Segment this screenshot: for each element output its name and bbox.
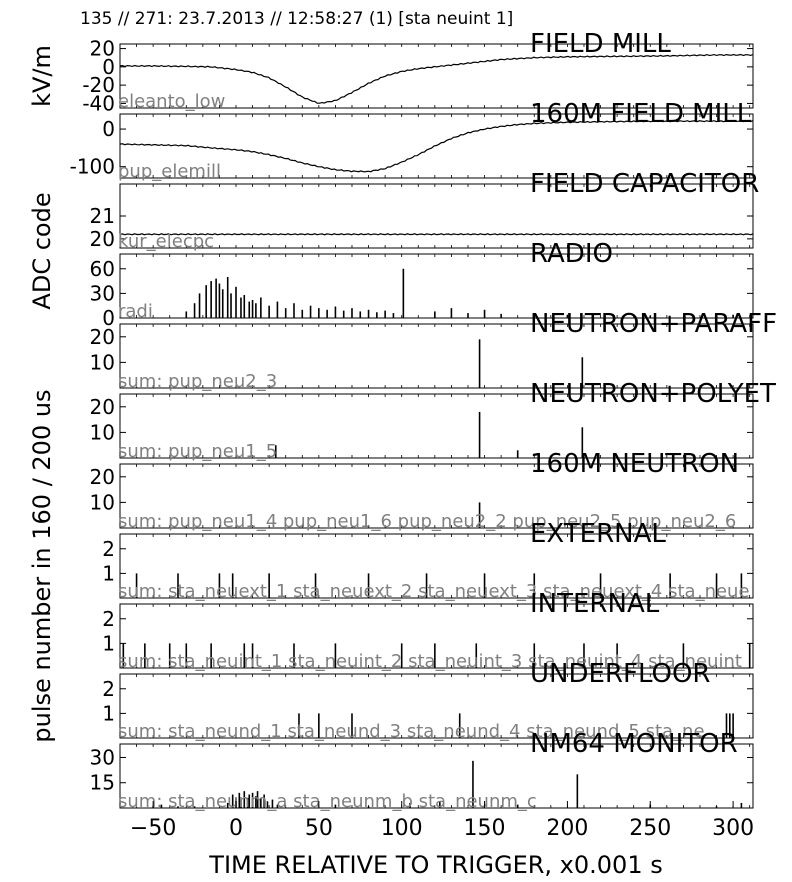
y-tick-label: 20 (90, 465, 115, 489)
panel-title: INTERNAL (530, 589, 660, 619)
panel-frame (119, 393, 754, 459)
y-tick-label: 15 (90, 771, 115, 795)
panel-title: EXTERNAL (530, 519, 666, 549)
x-tick-label: 50 (305, 816, 333, 841)
panel-title: UNDERFLOOR (530, 659, 711, 689)
y-tick-label: 2 (102, 677, 115, 701)
y-tick-label: -100 (70, 155, 115, 179)
panel-9: 21 INTERNAL sum: sta_neuint_1 sta_neuint_2… (102, 589, 754, 672)
panel-title: 160M NEUTRON (530, 449, 739, 479)
y-tick-label: 0 (102, 306, 115, 330)
x-tick-label: 250 (629, 816, 671, 841)
panel-series-label: sum: pup_neu1_4 pup_neu1_6 pup_neu2_2 pu… (118, 511, 736, 532)
panel-series-label: pup_elemill (118, 161, 221, 182)
panel-title: FIELD MILL (530, 29, 671, 59)
panel-series-label: sum: sta_neund_1 sta_neund_3 sta_neund_4… (118, 721, 705, 742)
panel-title: RADIO (530, 239, 613, 269)
panel-8: 21 EXTERNAL sum: sta_neuext_1 sta_neuext_2… (102, 519, 754, 602)
x-tick-label: −50 (130, 816, 176, 841)
x-tick-label: 100 (381, 816, 423, 841)
panel-frame (119, 603, 754, 669)
y-tick-label: -40 (82, 91, 115, 115)
x-tick-label: 300 (712, 816, 754, 841)
series-line (119, 119, 754, 173)
y-tick-label: 20 (90, 227, 115, 251)
y-tick-label: 30 (90, 281, 115, 305)
panel-frame (119, 253, 754, 319)
series-line (119, 233, 754, 236)
panel-frame (119, 323, 754, 389)
panel-title: NEUTRON+PARAFF (530, 309, 777, 339)
x-tick-label: 200 (546, 816, 588, 841)
panel-series-label: radi (118, 301, 153, 322)
y-tick-label: 2 (102, 537, 115, 561)
x-tick-label: 0 (229, 816, 243, 841)
y-axis-label: pulse number in 160 / 200 us (28, 389, 56, 742)
panel-title: NEUTRON+POLYET (530, 379, 776, 409)
y-tick-label: 0 (102, 55, 115, 79)
panel-frame (119, 113, 754, 179)
y-tick-label: 1 (102, 561, 115, 585)
y-tick-label: 30 (90, 745, 115, 769)
y-tick-label: 10 (90, 490, 115, 514)
panel-title: NM64 MONITOR (530, 729, 738, 759)
y-tick-label: 10 (90, 420, 115, 444)
panel-series-label: sum: pup_neu2_3 (118, 371, 277, 392)
panel-10: 21 UNDERFLOOR sum: sta_neund_1 sta_neund_3… (102, 659, 754, 742)
panel-series-label: sum: pup_neu1_5 (118, 441, 277, 462)
y-tick-label: 1 (102, 631, 115, 655)
panel-1: 200-20-40 FIELD MILL eleanto_low (82, 29, 754, 115)
panel-title: FIELD CAPACITOR (530, 169, 759, 199)
panel-frame (119, 463, 754, 529)
series-line (119, 53, 754, 104)
y-tick-label: 20 (90, 37, 115, 61)
x-axis: −50 0 50 100 150 200 250 300 (130, 801, 754, 841)
panel-series-label: sum: sta_neuint_1 sta_neuint_2 sta_neuin… (118, 651, 742, 672)
y-tick-label: 2 (102, 607, 115, 631)
y-tick-label: 10 (90, 350, 115, 374)
panel-2: 0 -100 160M FIELD MILL pup_elemill (70, 99, 754, 182)
x-axis-label: TIME RELATIVE TO TRIGGER, x0.001 s (208, 851, 662, 879)
panel-frame (119, 743, 754, 809)
panel-title: 160M FIELD MILL (530, 99, 752, 129)
y-tick-label: 21 (90, 204, 115, 228)
y-tick-label: 60 (90, 257, 115, 281)
panel-frame (119, 43, 754, 109)
y-tick-label: 0 (102, 117, 115, 141)
panel-series-label: sum: sta_neunm_a sta_neunm_b sta_neunm_c (118, 791, 537, 812)
x-tick-label: 150 (464, 816, 506, 841)
y-tick-label: 1 (102, 701, 115, 725)
figure-header: 135 // 271: 23.7.2013 // 12:58:27 (1) [s… (80, 9, 513, 29)
y-axis-label: ADC code (28, 192, 56, 309)
y-axis-label: kV/m (28, 45, 56, 107)
y-tick-label: 20 (90, 325, 115, 349)
panel-frame (119, 533, 754, 599)
panel-frame (119, 673, 754, 739)
y-tick-label: -20 (82, 73, 115, 97)
y-axis-labels: kV/m ADC code pulse number in 160 / 200 us (28, 45, 56, 742)
panel-series-label: eleanto_low (118, 91, 225, 112)
panel-series-label: kur_elecpc (118, 231, 214, 252)
panel-series-label: sum: sta_neuext_1 sta_neuext_2 sta_neuex… (118, 581, 750, 602)
y-tick-label: 20 (90, 395, 115, 419)
